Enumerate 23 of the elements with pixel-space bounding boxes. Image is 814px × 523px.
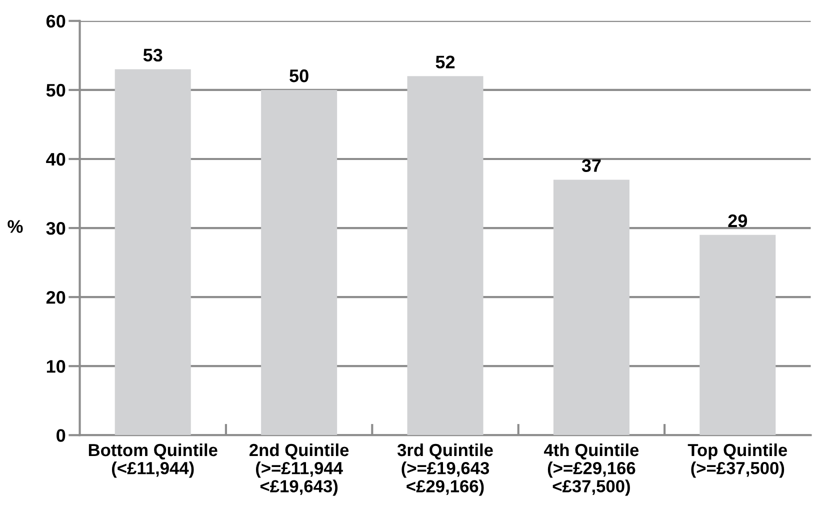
x-tick-label: Top Quintile (>=£37,500) xyxy=(688,443,788,478)
data-label: 50 xyxy=(290,69,308,82)
y-tick-label: 50 xyxy=(46,84,66,97)
data-label: 52 xyxy=(436,56,455,68)
bar xyxy=(407,76,484,436)
x-tick-label: 4th Quintile (>=£29,166 <£37,500) xyxy=(544,443,639,496)
y-tick-label: 30 xyxy=(46,222,66,235)
y-tick-label: 20 xyxy=(46,291,66,304)
x-tick-label: 2nd Quintile (>=£11,944 <£19,643) xyxy=(250,443,349,496)
y-tick-label: 10 xyxy=(46,360,66,373)
y-tick-label: 40 xyxy=(46,152,66,166)
data-label: 29 xyxy=(728,214,748,228)
bar xyxy=(553,180,630,436)
bar xyxy=(114,69,191,436)
bar xyxy=(261,90,338,436)
bar xyxy=(700,234,776,436)
x-tick-label: Bottom Quintile (<£11,944) xyxy=(88,443,218,478)
y-tick-label: 0 xyxy=(56,429,66,442)
x-tick-label: 3rd Quintile (>=£19,643 <£29,166) xyxy=(397,443,493,496)
y-tick-label: 60 xyxy=(46,14,66,28)
data-label: 53 xyxy=(143,48,162,62)
data-label: 37 xyxy=(582,159,601,172)
y-axis-title: % xyxy=(8,220,23,233)
